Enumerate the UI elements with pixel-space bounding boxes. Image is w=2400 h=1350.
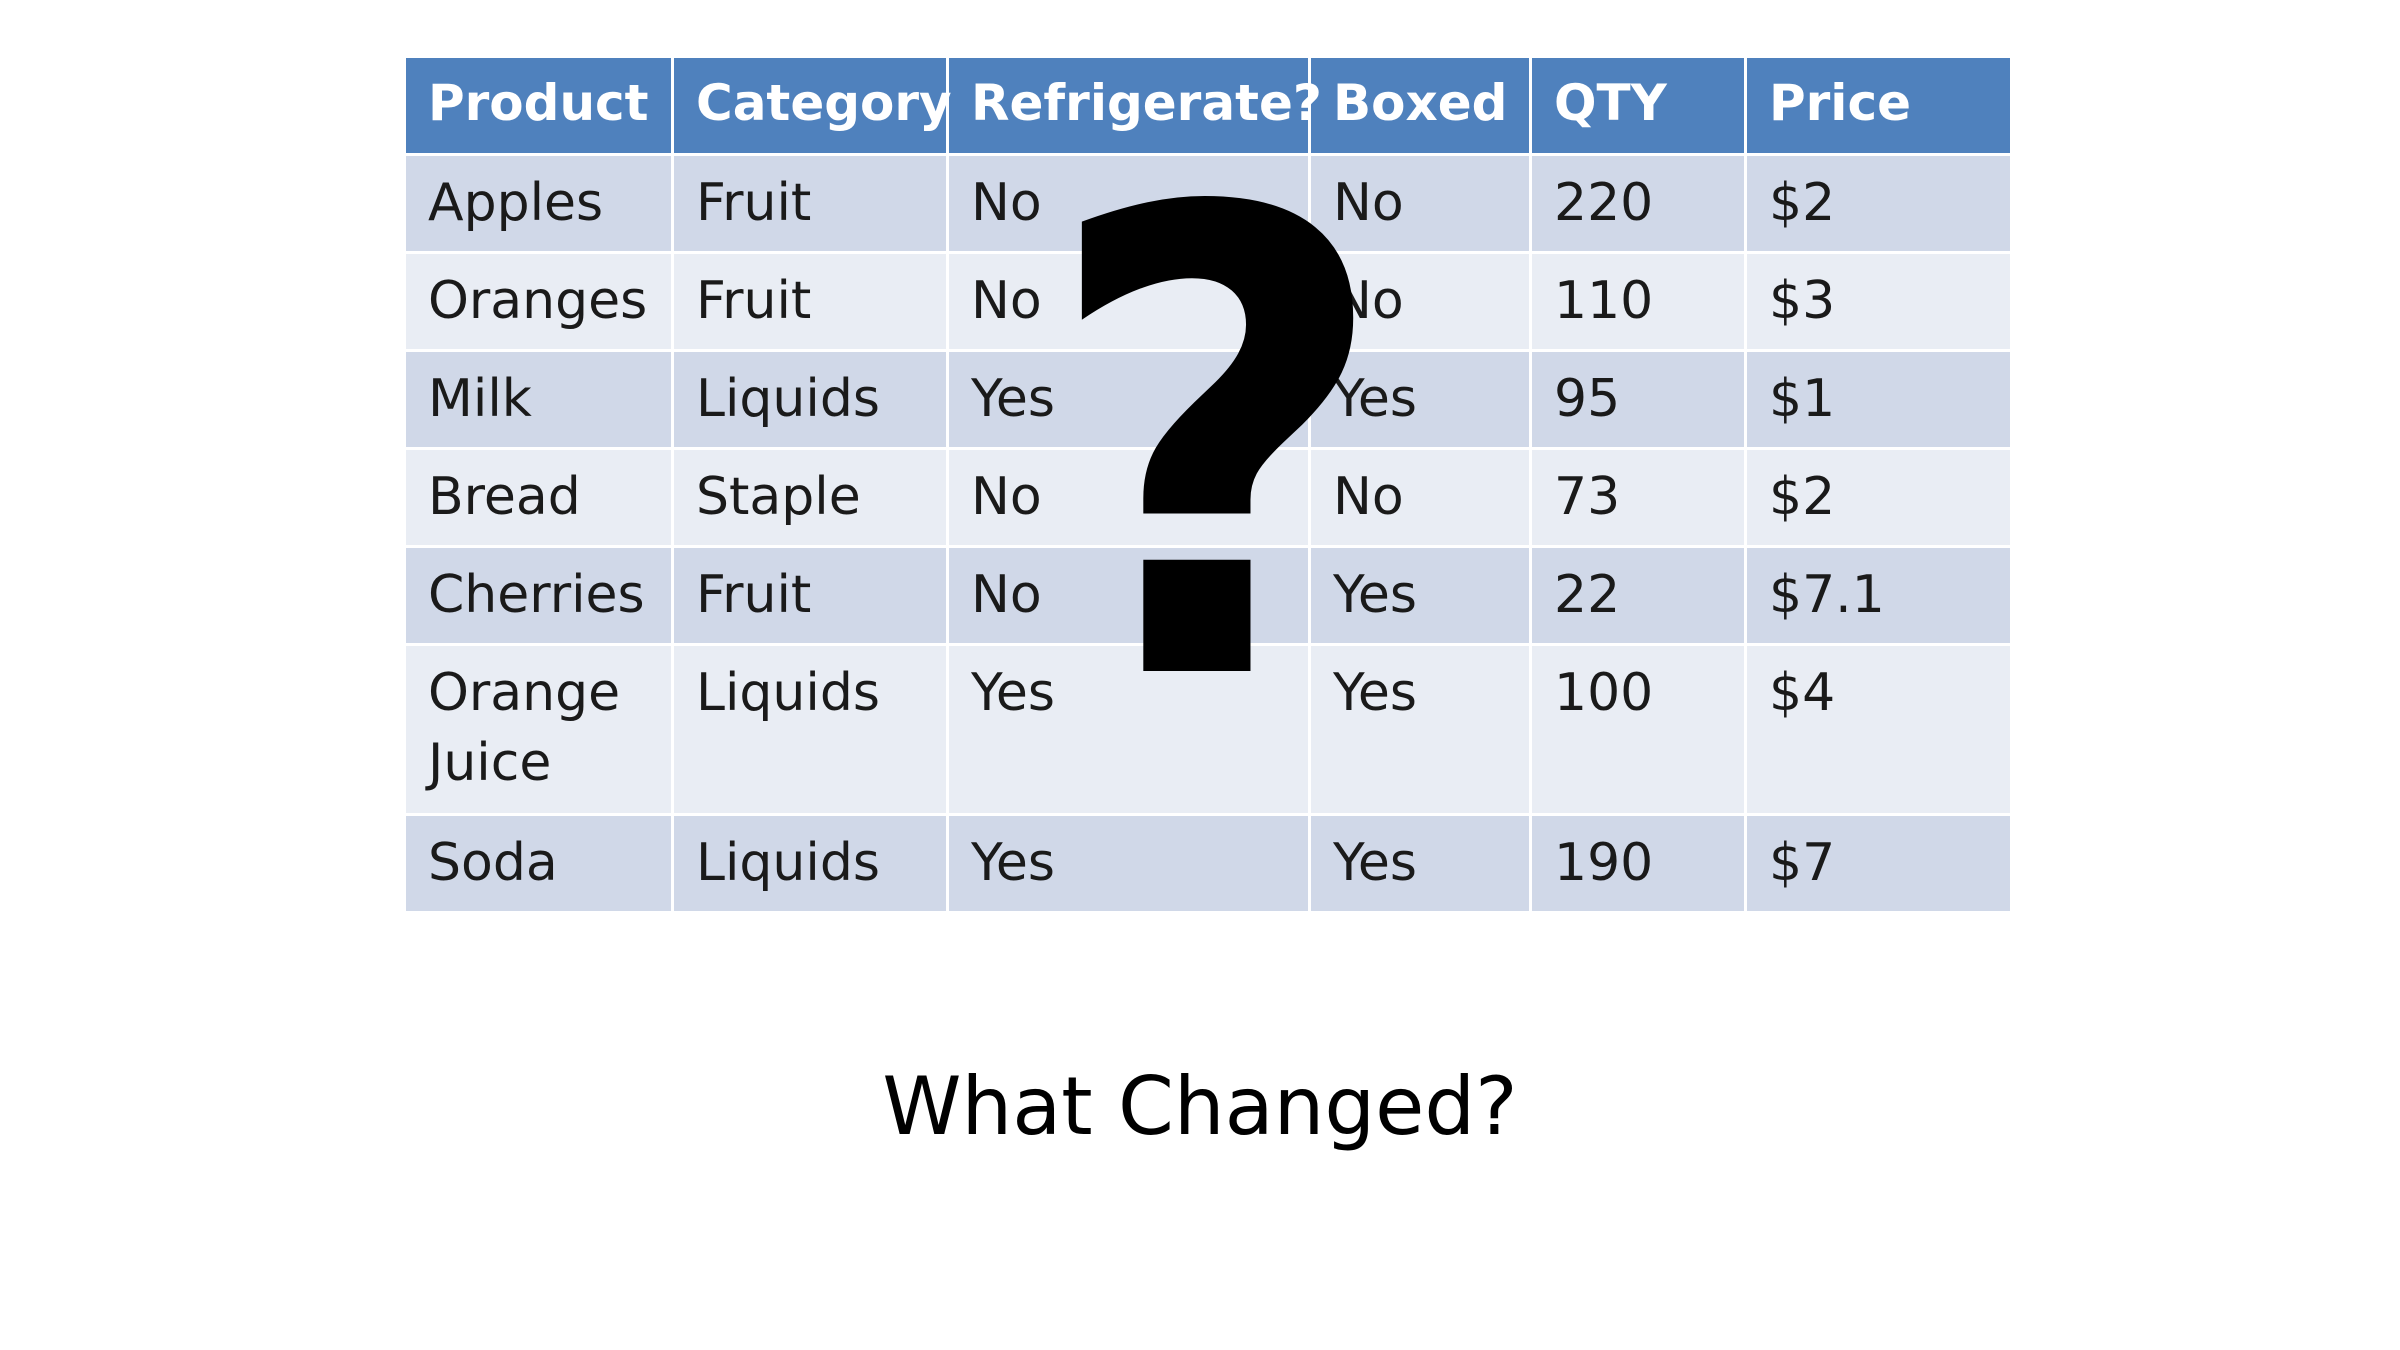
table-row: Soda Liquids Yes Yes 190 $7	[403, 813, 2013, 914]
cell-boxed: No	[1308, 251, 1532, 352]
cell-category: Liquids	[671, 643, 949, 816]
cell-refrigerate: No	[946, 545, 1311, 646]
cell-price: $4	[1744, 643, 2013, 816]
cell-product: Milk	[403, 349, 674, 450]
cell-price: $1	[1744, 349, 2013, 450]
table-row: Milk Liquids Yes Yes 95 $1	[403, 349, 2013, 450]
cell-boxed: Yes	[1308, 349, 1532, 450]
cell-price: $3	[1744, 251, 2013, 352]
product-table: Product Category Refrigerate? Boxed QTY …	[403, 55, 2013, 914]
cell-boxed: Yes	[1308, 643, 1532, 816]
cell-category: Fruit	[671, 153, 949, 254]
table-row: Bread Staple No No 73 $2	[403, 447, 2013, 548]
table-container: Product Category Refrigerate? Boxed QTY …	[403, 55, 2013, 914]
cell-qty: 73	[1529, 447, 1747, 548]
cell-boxed: Yes	[1308, 545, 1532, 646]
table-row: Oranges Fruit No No 110 $3	[403, 251, 2013, 352]
header-category: Category	[671, 55, 952, 156]
header-price: Price	[1744, 55, 2013, 156]
cell-product: Cherries	[403, 545, 674, 646]
cell-refrigerate: Yes	[946, 813, 1311, 914]
cell-boxed: No	[1308, 153, 1532, 254]
cell-qty: 190	[1529, 813, 1747, 914]
cell-category: Fruit	[671, 545, 949, 646]
cell-product: Oranges	[403, 251, 674, 352]
header-refrigerate: Refrigerate?	[946, 55, 1322, 156]
table-row: Cherries Fruit No Yes 22 $7.1	[403, 545, 2013, 646]
cell-product: Apples	[403, 153, 674, 254]
cell-qty: 100	[1529, 643, 1747, 816]
cell-refrigerate: No	[946, 153, 1311, 254]
header-boxed: Boxed	[1308, 55, 1532, 156]
cell-price: $7	[1744, 813, 2013, 914]
cell-boxed: No	[1308, 447, 1532, 548]
header-product: Product	[403, 55, 674, 156]
cell-qty: 110	[1529, 251, 1747, 352]
slide-caption: What Changed?	[882, 1060, 1518, 1153]
cell-product: Orange Juice	[403, 643, 674, 816]
cell-category: Liquids	[671, 813, 949, 914]
cell-refrigerate: No	[946, 447, 1311, 548]
cell-refrigerate: Yes	[946, 349, 1311, 450]
cell-product: Soda	[403, 813, 674, 914]
cell-price: $7.1	[1744, 545, 2013, 646]
table-row: Orange Juice Liquids Yes Yes 100 $4	[403, 643, 2013, 816]
cell-price: $2	[1744, 447, 2013, 548]
cell-category: Staple	[671, 447, 949, 548]
cell-refrigerate: No	[946, 251, 1311, 352]
header-qty: QTY	[1529, 55, 1747, 156]
cell-price: $2	[1744, 153, 2013, 254]
cell-refrigerate: Yes	[946, 643, 1311, 816]
cell-product: Bread	[403, 447, 674, 548]
cell-category: Liquids	[671, 349, 949, 450]
table-row: Apples Fruit No No 220 $2	[403, 153, 2013, 254]
cell-qty: 95	[1529, 349, 1747, 450]
cell-category: Fruit	[671, 251, 949, 352]
cell-qty: 220	[1529, 153, 1747, 254]
cell-qty: 22	[1529, 545, 1747, 646]
cell-boxed: Yes	[1308, 813, 1532, 914]
header-row: Product Category Refrigerate? Boxed QTY …	[403, 55, 2013, 156]
